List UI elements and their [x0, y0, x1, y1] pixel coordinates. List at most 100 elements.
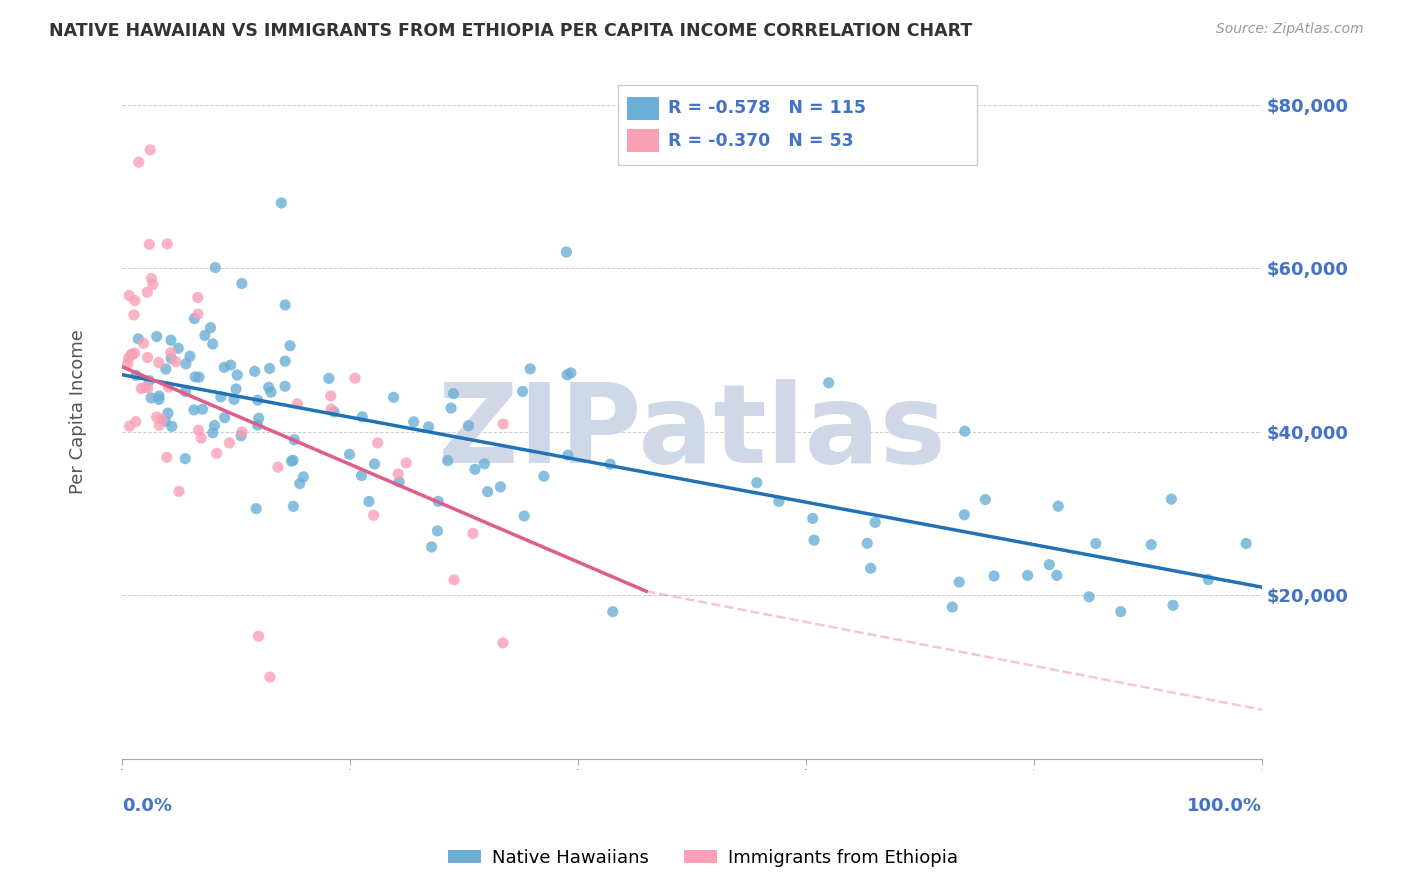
Point	[1078, 590, 1101, 604]
Point	[352, 409, 374, 424]
FancyBboxPatch shape	[627, 129, 659, 153]
Point	[183, 403, 205, 417]
Point	[121, 348, 143, 362]
Point	[533, 469, 555, 483]
Point	[127, 332, 149, 346]
Point	[124, 346, 146, 360]
Point	[388, 475, 411, 489]
Point	[194, 328, 217, 343]
Point	[801, 511, 824, 525]
Point	[280, 454, 302, 468]
Point	[1197, 573, 1219, 587]
Point	[418, 420, 440, 434]
Point	[118, 419, 141, 434]
Point	[209, 390, 232, 404]
Point	[160, 333, 183, 347]
Point	[141, 391, 163, 405]
Point	[179, 349, 201, 363]
Point	[156, 236, 179, 251]
Point	[246, 393, 269, 408]
Point	[245, 501, 267, 516]
Point	[148, 389, 170, 403]
Point	[1234, 536, 1257, 550]
Point	[1109, 605, 1132, 619]
Point	[1161, 599, 1184, 613]
Point	[174, 384, 197, 399]
Point	[141, 271, 163, 285]
Point	[492, 417, 515, 431]
Point	[205, 446, 228, 460]
Point	[125, 415, 148, 429]
Point	[318, 371, 340, 385]
Text: Per Capita Income: Per Capita Income	[69, 329, 87, 494]
Point	[283, 433, 305, 447]
Point	[122, 308, 145, 322]
Point	[174, 357, 197, 371]
Point	[225, 382, 247, 396]
Point	[1038, 558, 1060, 572]
Point	[427, 494, 450, 508]
Point	[474, 457, 496, 471]
Point	[118, 288, 141, 302]
Point	[319, 401, 342, 416]
Point	[201, 425, 224, 440]
Text: R = -0.578   N = 115: R = -0.578 N = 115	[668, 99, 866, 117]
Point	[155, 414, 177, 428]
Point	[457, 418, 479, 433]
Point	[274, 354, 297, 368]
FancyBboxPatch shape	[627, 96, 659, 120]
Point	[557, 448, 579, 462]
Point	[288, 476, 311, 491]
Point	[519, 362, 541, 376]
Point	[560, 366, 582, 380]
Point	[214, 360, 236, 375]
Text: R = -0.370   N = 53: R = -0.370 N = 53	[668, 132, 853, 150]
Point	[363, 457, 385, 471]
Point	[160, 351, 183, 366]
Text: NATIVE HAWAIIAN VS IMMIGRANTS FROM ETHIOPIA PER CAPITA INCOME CORRELATION CHART: NATIVE HAWAIIAN VS IMMIGRANTS FROM ETHIO…	[49, 22, 973, 40]
Point	[139, 143, 162, 157]
Point	[165, 355, 187, 369]
Point	[183, 311, 205, 326]
Point	[319, 389, 342, 403]
Point	[167, 341, 190, 355]
FancyBboxPatch shape	[617, 85, 977, 165]
Point	[489, 480, 512, 494]
Point	[555, 245, 578, 260]
Point	[138, 237, 160, 252]
Point	[856, 536, 879, 550]
Point	[260, 385, 283, 400]
Point	[274, 298, 297, 312]
Point	[125, 368, 148, 383]
Point	[344, 371, 367, 385]
Point	[150, 412, 173, 426]
Point	[187, 290, 209, 304]
Point	[117, 357, 139, 371]
Point	[278, 339, 301, 353]
Point	[420, 540, 443, 554]
Point	[191, 402, 214, 417]
Point	[477, 484, 499, 499]
Point	[382, 390, 405, 404]
Point	[461, 526, 484, 541]
Point	[167, 484, 190, 499]
Point	[395, 456, 418, 470]
Point	[1084, 536, 1107, 550]
Point	[142, 277, 165, 292]
Point	[817, 376, 839, 390]
Point	[974, 492, 997, 507]
Point	[436, 453, 458, 467]
Point	[745, 475, 768, 490]
Point	[222, 392, 245, 407]
Point	[129, 382, 152, 396]
Point	[148, 418, 170, 433]
Point	[492, 636, 515, 650]
Point	[1047, 499, 1070, 513]
Legend: Native Hawaiians, Immigrants from Ethiopia: Native Hawaiians, Immigrants from Ethiop…	[441, 842, 965, 874]
Text: 0.0%: 0.0%	[122, 797, 172, 815]
Point	[120, 347, 142, 361]
Point	[367, 435, 389, 450]
Point	[426, 524, 449, 538]
Point	[204, 260, 226, 275]
Point	[859, 561, 882, 575]
